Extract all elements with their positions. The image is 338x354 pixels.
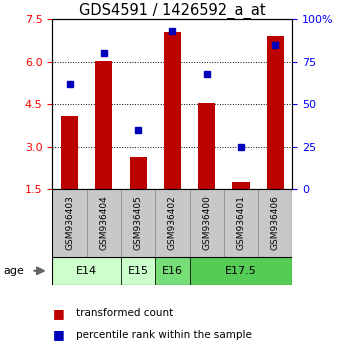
Bar bbox=[224, 189, 258, 257]
Bar bbox=[121, 189, 155, 257]
Text: GSM936400: GSM936400 bbox=[202, 195, 211, 251]
Bar bbox=[52, 257, 121, 285]
Text: E14: E14 bbox=[76, 266, 97, 276]
Bar bbox=[95, 61, 113, 189]
Bar bbox=[87, 189, 121, 257]
Text: GSM936401: GSM936401 bbox=[237, 195, 245, 251]
Bar bbox=[164, 32, 181, 189]
Bar bbox=[121, 257, 155, 285]
Bar bbox=[155, 257, 190, 285]
Bar bbox=[61, 116, 78, 189]
Bar bbox=[190, 189, 224, 257]
Text: ■: ■ bbox=[52, 307, 64, 320]
Text: GSM936403: GSM936403 bbox=[65, 195, 74, 251]
Text: GSM936404: GSM936404 bbox=[99, 196, 108, 250]
Text: ■: ■ bbox=[52, 328, 64, 341]
Bar bbox=[233, 182, 249, 189]
Text: age: age bbox=[3, 266, 24, 276]
Bar bbox=[198, 103, 215, 189]
Text: E17.5: E17.5 bbox=[225, 266, 257, 276]
Bar bbox=[190, 257, 292, 285]
Bar bbox=[155, 189, 190, 257]
Text: percentile rank within the sample: percentile rank within the sample bbox=[76, 330, 252, 339]
Bar bbox=[267, 36, 284, 189]
Text: GSM936402: GSM936402 bbox=[168, 196, 177, 250]
Bar bbox=[258, 189, 292, 257]
Text: E15: E15 bbox=[128, 266, 149, 276]
Title: GDS4591 / 1426592_a_at: GDS4591 / 1426592_a_at bbox=[79, 3, 266, 19]
Bar bbox=[52, 189, 87, 257]
Text: E16: E16 bbox=[162, 266, 183, 276]
Bar bbox=[129, 157, 147, 189]
Text: GSM936406: GSM936406 bbox=[271, 195, 280, 251]
Text: transformed count: transformed count bbox=[76, 308, 173, 318]
Text: GSM936405: GSM936405 bbox=[134, 195, 143, 251]
